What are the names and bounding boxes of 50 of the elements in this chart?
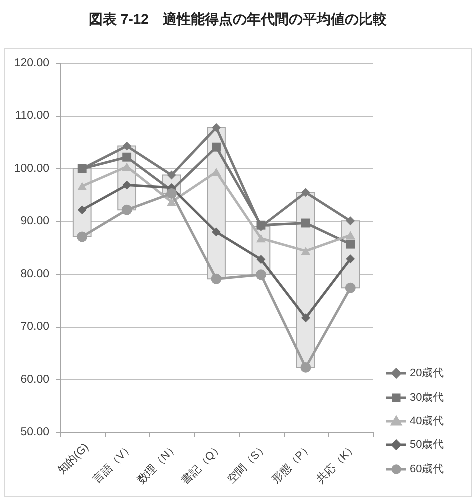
x-tick-label: 言語（V） [90, 440, 136, 486]
y-tick-label: 60.00 [20, 374, 50, 386]
x-tick-label: 数理（N） [136, 442, 181, 487]
x-tick-label: 知的(G) [56, 442, 92, 477]
point [301, 218, 310, 228]
point [301, 188, 310, 198]
legend-label: 30歳代 [410, 391, 444, 404]
y-tick-label: 70.00 [20, 321, 50, 334]
y-tick-label: 80.00 [20, 268, 50, 280]
point [122, 180, 132, 190]
point [212, 168, 222, 176]
point [346, 254, 356, 264]
point [346, 240, 356, 249]
point [166, 188, 178, 199]
point [345, 282, 356, 294]
point [167, 170, 176, 180]
point [167, 198, 177, 206]
point [77, 232, 88, 242]
point [256, 255, 266, 264]
y-tick-label: 110.00 [15, 110, 50, 122]
legend-label: 60歳代 [410, 462, 444, 476]
point [212, 123, 221, 132]
point [122, 162, 132, 171]
point [211, 274, 222, 284]
point [256, 234, 266, 243]
point [346, 216, 356, 226]
chart-title: 図表 7-12 適性能得点の年代間の平均値の比較 [88, 11, 388, 29]
point [346, 231, 356, 240]
point [301, 314, 310, 323]
x-tick-label: 共応（K） [314, 440, 360, 486]
point [78, 182, 88, 190]
point [122, 142, 132, 151]
y-tick-label: 90.00 [20, 216, 50, 228]
point [212, 228, 221, 237]
point [78, 206, 87, 215]
legend-label: 20歳代 [410, 366, 444, 380]
point [301, 247, 311, 256]
point [256, 270, 266, 280]
point [300, 362, 312, 373]
point [212, 142, 221, 152]
point [122, 152, 132, 162]
legend-label: 40歳代 [410, 414, 444, 428]
x-tick-label: 空間（S） [224, 440, 270, 486]
y-tick-label: 100.00 [14, 162, 50, 175]
legend-label: 50歳代 [410, 438, 444, 451]
point [122, 204, 132, 216]
y-tick-label: 50.00 [20, 426, 50, 438]
x-tick-label: 書記（Q） [179, 440, 226, 488]
y-tick-label: 120.00 [14, 58, 50, 70]
x-tick-label: 形態（P） [269, 440, 315, 486]
